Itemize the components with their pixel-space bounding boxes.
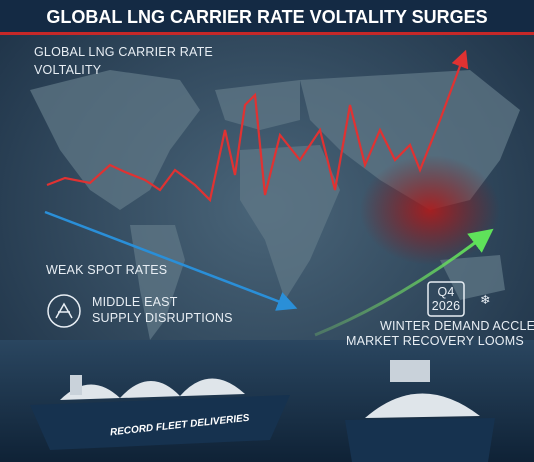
ship-bridge [390,360,430,382]
disruption-icon-glyph [55,302,73,319]
volatility-line [46,49,469,203]
decline-arrow [44,210,298,311]
recovery-label: MARKET RECOVERY LOOMS [346,334,524,348]
title: GLOBAL LNG CARRIER RATE VOLTALITY SURGES [46,7,487,27]
ship-bridge [70,375,82,395]
calendar-icon [427,281,465,317]
snowflake-icon: ❄ [480,293,491,307]
hotspot-glow [360,155,500,265]
calendar-quarter: Q4 [437,285,454,299]
ship-hull [345,418,495,462]
winter-label: WINTER DEMAND ACCLERATES [380,319,534,333]
weak-label: WEAK SPOT RATES [46,263,167,277]
ship-tanks [365,393,480,418]
title-underline [0,32,534,35]
title-bar [0,0,534,32]
volatility-label: GLOBAL LNG CARRIER RATE [34,45,213,59]
calendar-year: 2026 [432,299,461,313]
ship-right [345,360,495,462]
disruption-icon [47,294,81,328]
recovery-arrow [314,228,494,337]
ship-hull [30,395,290,450]
disruption-label: SUPPLY DISRUPTIONS [92,311,233,325]
ship-left: RECORD FLEET DELIVERIES [30,375,290,450]
volatility-label: VOLTALITY [34,63,102,77]
disruption-label: MIDDLE EAST [92,295,178,309]
ship-tanks [60,378,245,400]
